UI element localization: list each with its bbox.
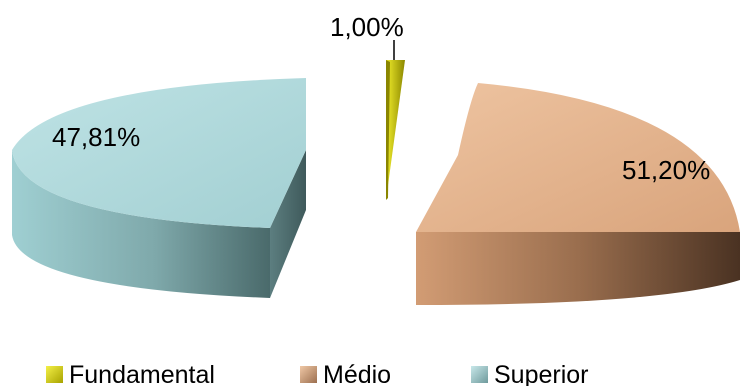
slice-fundamental xyxy=(386,40,405,200)
slice-superior-side xyxy=(12,150,270,298)
legend-swatch-fundamental xyxy=(46,366,63,383)
slice-medio-top xyxy=(416,83,740,232)
legend-swatch-medio xyxy=(300,366,317,383)
slice-superior-cut xyxy=(270,150,306,298)
slice-fundamental-top xyxy=(386,60,405,200)
slice-superior xyxy=(12,78,306,298)
legend: Fundamental Médio Superior xyxy=(46,361,589,386)
data-label-fundamental: 1,00% xyxy=(330,12,404,42)
slice-superior-top xyxy=(12,78,306,228)
slice-medio xyxy=(416,83,740,305)
legend-item-fundamental: Fundamental xyxy=(46,361,215,386)
legend-item-medio: Médio xyxy=(300,361,391,386)
legend-label-medio: Médio xyxy=(323,361,391,386)
legend-label-fundamental: Fundamental xyxy=(69,361,215,386)
legend-label-superior: Superior xyxy=(494,361,589,386)
legend-item-superior: Superior xyxy=(471,361,589,386)
slice-medio-side xyxy=(416,232,740,305)
legend-swatch-superior xyxy=(471,366,488,383)
slice-fundamental-side xyxy=(386,60,390,200)
data-label-medio: 51,20% xyxy=(622,155,710,185)
data-label-superior: 47,81% xyxy=(52,122,140,152)
